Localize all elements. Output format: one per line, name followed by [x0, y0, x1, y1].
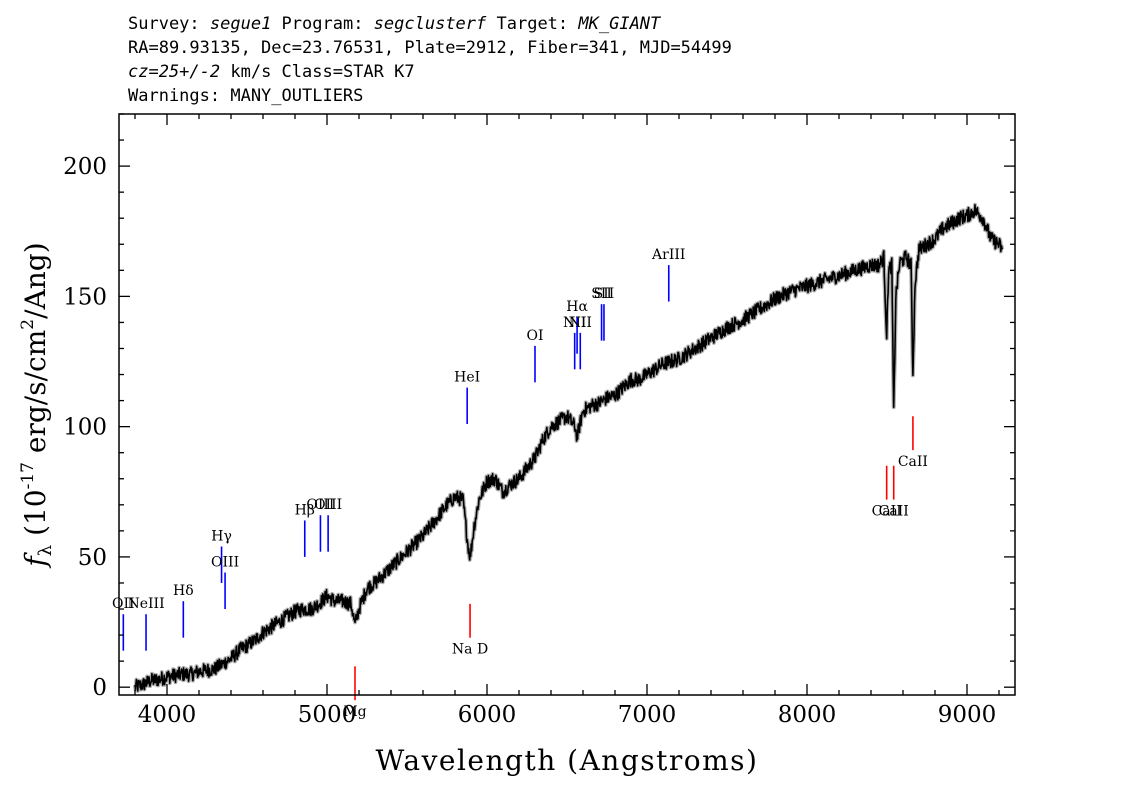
emission-line-label: NII [569, 315, 592, 331]
x-tick-label: 6000 [458, 702, 517, 728]
class-value: km/s Class=STAR K7 [220, 62, 415, 82]
x-tick-label: 8000 [778, 702, 837, 728]
emission-line-label: SII [591, 286, 612, 302]
spectrum-error-band [133, 202, 1005, 693]
emission-line-label: NII [563, 315, 586, 331]
spectrum-line [134, 204, 1003, 692]
header-line-redshift: cz=25+/-2 km/s Class=STAR K7 [128, 60, 732, 84]
y-tick-label: 200 [63, 154, 107, 180]
y-axis-label: fλ (10-17 erg/s/cm2/Ang) [18, 242, 56, 568]
y-axis-ticks: 0 50 100 150 200 [63, 113, 1015, 701]
spectrum-header: Survey: segue1 Program: segclusterf Targ… [128, 12, 732, 108]
x-tick-label: 7000 [618, 702, 677, 728]
x-axis-ticks: 4000 5000 6000 7000 8000 9000 [134, 114, 1000, 728]
emission-line-label: HeI [454, 370, 480, 386]
emission-line-label: Hδ [173, 583, 194, 599]
spectrum-layer [133, 202, 1005, 693]
emission-line-label: OIII [314, 497, 342, 513]
absorption-line-label: CaII [872, 504, 902, 520]
emission-line-label: OIII [306, 497, 334, 513]
x-axis-label: Wavelength (Angstroms) [376, 744, 759, 777]
y-label-exp1: -17 [18, 462, 38, 489]
absorption-line-label: CaII [879, 504, 909, 520]
header-line-coordinates: RA=89.93135, Dec=23.76531, Plate=2912, F… [128, 38, 732, 58]
y-tick-label: 100 [63, 415, 107, 441]
y-tick-label: 150 [63, 284, 107, 310]
y-tick-label: 50 [78, 545, 107, 571]
emission-line-label: ArIII [651, 247, 685, 263]
redshift-value: cz=25+/-2 [128, 62, 221, 82]
emission-line-label: OII [112, 596, 135, 612]
header-line-warnings: Warnings: MANY_OUTLIERS [128, 86, 364, 106]
y-label-sub: λ [35, 545, 56, 556]
line-marker-layer: OIINeIIIHδHγOIIIHβOIIIOIIIHeIOINIIHαNIIS… [112, 247, 928, 720]
emission-line-label: Hα [566, 299, 588, 315]
program-value: segclusterf [373, 14, 487, 34]
emission-line-label: NeIII [127, 596, 164, 612]
y-label-end: /Ang) [19, 242, 52, 319]
x-tick-label: 4000 [138, 702, 197, 728]
survey-label: Survey: [128, 14, 210, 34]
y-label-exp2: 2 [18, 319, 38, 330]
absorption-line-label: Na D [452, 642, 488, 658]
y-tick-label: 0 [92, 675, 107, 701]
target-label: Target: [486, 14, 579, 34]
absorption-line-label: CaII [898, 454, 928, 470]
header-line-survey: Survey: segue1 Program: segclusterf Targ… [128, 12, 732, 36]
emission-line-label: OIII [211, 555, 239, 571]
plot-frame [118, 113, 1016, 696]
emission-line-label: OI [526, 328, 543, 344]
y-label-mid: erg/s/cm [19, 330, 52, 462]
target-value: MK_GIANT [578, 14, 661, 34]
program-label: Program: [271, 14, 374, 34]
absorption-line-label: Mg [343, 704, 366, 720]
survey-value: segue1 [209, 14, 272, 34]
x-tick-label: 5000 [298, 702, 357, 728]
emission-line-label: SII [594, 286, 615, 302]
emission-line-label: Hβ [295, 502, 315, 518]
x-tick-label: 9000 [938, 702, 997, 728]
y-label-open: (10 [19, 489, 52, 544]
emission-line-label: Hγ [211, 528, 232, 544]
